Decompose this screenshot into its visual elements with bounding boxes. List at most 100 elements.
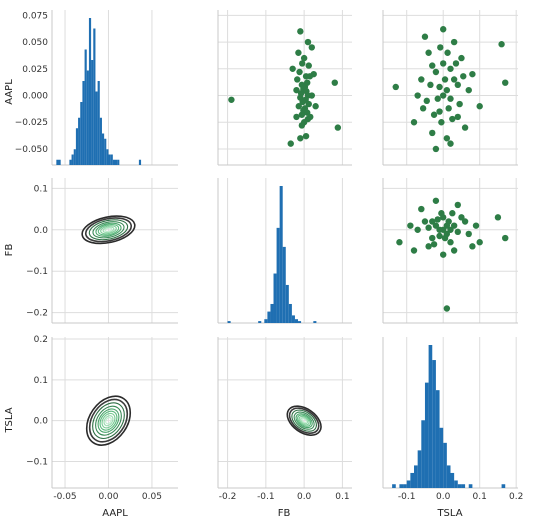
kde-contour — [88, 398, 129, 443]
scatter-point — [445, 218, 452, 225]
y-axis-label-row-2: TSLA — [4, 407, 15, 433]
histogram-bar — [88, 18, 92, 165]
scatter-point — [429, 218, 436, 225]
x-tick-label: 0.1 — [335, 492, 349, 502]
scatter-point — [444, 49, 451, 56]
kde-contour — [95, 222, 122, 237]
y-tick-label: 0.000 — [22, 92, 48, 102]
scatter-point — [450, 247, 458, 254]
scatter-point — [440, 226, 447, 233]
panel-2-2: -0.1 0.0 0.1 0.2 — [382, 337, 523, 502]
histogram-bar — [106, 149, 109, 165]
histogram-bar — [457, 484, 462, 488]
histogram-bar — [282, 246, 286, 323]
scatter-point — [447, 95, 454, 102]
kde-contour — [99, 410, 118, 431]
scatter-point — [418, 205, 425, 213]
scatter-point — [472, 222, 480, 229]
y-tick-label: −0.1 — [26, 267, 48, 277]
kde-contour — [297, 414, 312, 427]
y-axis-label-row-0: AAPL — [4, 79, 15, 105]
scatter-point — [494, 214, 502, 221]
scatter-point — [447, 140, 454, 147]
pair-plot-panels: −0.050 −0.025 0.000 0.025 0.050 0.075 −0.2 −0.1… — [15, 10, 523, 502]
scatter-point — [430, 241, 438, 248]
histogram-bar — [298, 321, 302, 323]
histogram-bar — [468, 484, 473, 488]
histogram-bar — [115, 159, 118, 165]
scatter-point — [429, 129, 436, 137]
scatter-point — [298, 111, 306, 118]
scatter-point — [430, 111, 438, 118]
scatter-point — [308, 92, 315, 99]
scatter-point — [294, 76, 301, 83]
kde-contour — [97, 408, 120, 433]
histogram-bar — [428, 345, 433, 488]
kde-contour — [286, 405, 322, 436]
y-tick-label: 0.1 — [34, 184, 48, 194]
kde-contour — [105, 417, 112, 425]
histogram-bar — [227, 321, 231, 323]
histogram-bar — [273, 273, 277, 323]
scatter-point — [498, 41, 505, 48]
scatter-point — [440, 60, 447, 67]
x-tick-label: 0.00 — [98, 492, 118, 502]
kde-contour — [92, 221, 125, 239]
kde-contour — [84, 217, 133, 243]
scatter-point — [410, 119, 418, 126]
panel-0-1 — [217, 10, 352, 166]
scatter-point — [418, 76, 425, 83]
scatter-point — [299, 98, 306, 106]
scatter-point — [449, 115, 456, 123]
scatter-point — [305, 100, 312, 108]
scatter-point — [334, 124, 342, 131]
histogram-bar — [95, 91, 98, 165]
scatter-point — [461, 124, 469, 131]
x-axis-label-col-0: AAPL — [102, 508, 128, 519]
scatter-point — [300, 54, 308, 62]
histogram-bar — [403, 484, 407, 488]
histogram-bar — [264, 319, 268, 323]
kde-contour — [300, 417, 309, 425]
histogram-bar — [56, 159, 59, 165]
histogram-bar — [291, 315, 295, 323]
histogram-bar — [258, 321, 262, 323]
scatter-point — [438, 119, 445, 126]
scatter-point — [443, 305, 451, 312]
scatter-point — [421, 218, 429, 225]
scatter-point — [331, 79, 338, 86]
histogram-bar — [414, 465, 418, 488]
panel-1-0: −0.2 −0.1 0.0 0.1 — [26, 178, 178, 324]
x-tick-label: -0.1 — [257, 492, 275, 502]
scatter-point — [447, 226, 454, 233]
scatter-point — [421, 33, 429, 40]
scatter-point — [454, 228, 461, 236]
scatter-point — [423, 97, 430, 105]
scatter-point — [469, 243, 476, 250]
scatter-point — [441, 76, 449, 83]
y-tick-label: 0.0 — [34, 226, 49, 236]
scatter-point — [293, 86, 300, 94]
x-tick-label: 0.1 — [473, 492, 487, 502]
y-tick-label: 0.075 — [22, 11, 48, 21]
y-tick-label: −0.1 — [26, 457, 48, 467]
scatter-point — [302, 132, 310, 140]
scatter-point — [429, 62, 436, 69]
panel-0-0: −0.050 −0.025 0.000 0.025 0.050 0.075 — [15, 10, 178, 166]
kde-contour — [101, 412, 116, 429]
panel-1-2 — [382, 178, 518, 324]
scatter-point — [476, 239, 483, 246]
scatter-point — [454, 81, 461, 89]
scatter-point — [293, 113, 300, 121]
scatter-point — [429, 234, 436, 242]
y-tick-label: −0.2 — [26, 309, 48, 319]
histogram-bar — [58, 159, 61, 165]
histogram-bar — [450, 472, 455, 488]
histogram-bar — [446, 465, 451, 488]
histogram-bar — [71, 154, 74, 165]
scatter-point — [419, 105, 427, 112]
scatter-point — [440, 92, 447, 99]
histogram-bar — [138, 159, 142, 165]
scatter-point — [454, 113, 461, 121]
scatter-point — [447, 65, 454, 72]
